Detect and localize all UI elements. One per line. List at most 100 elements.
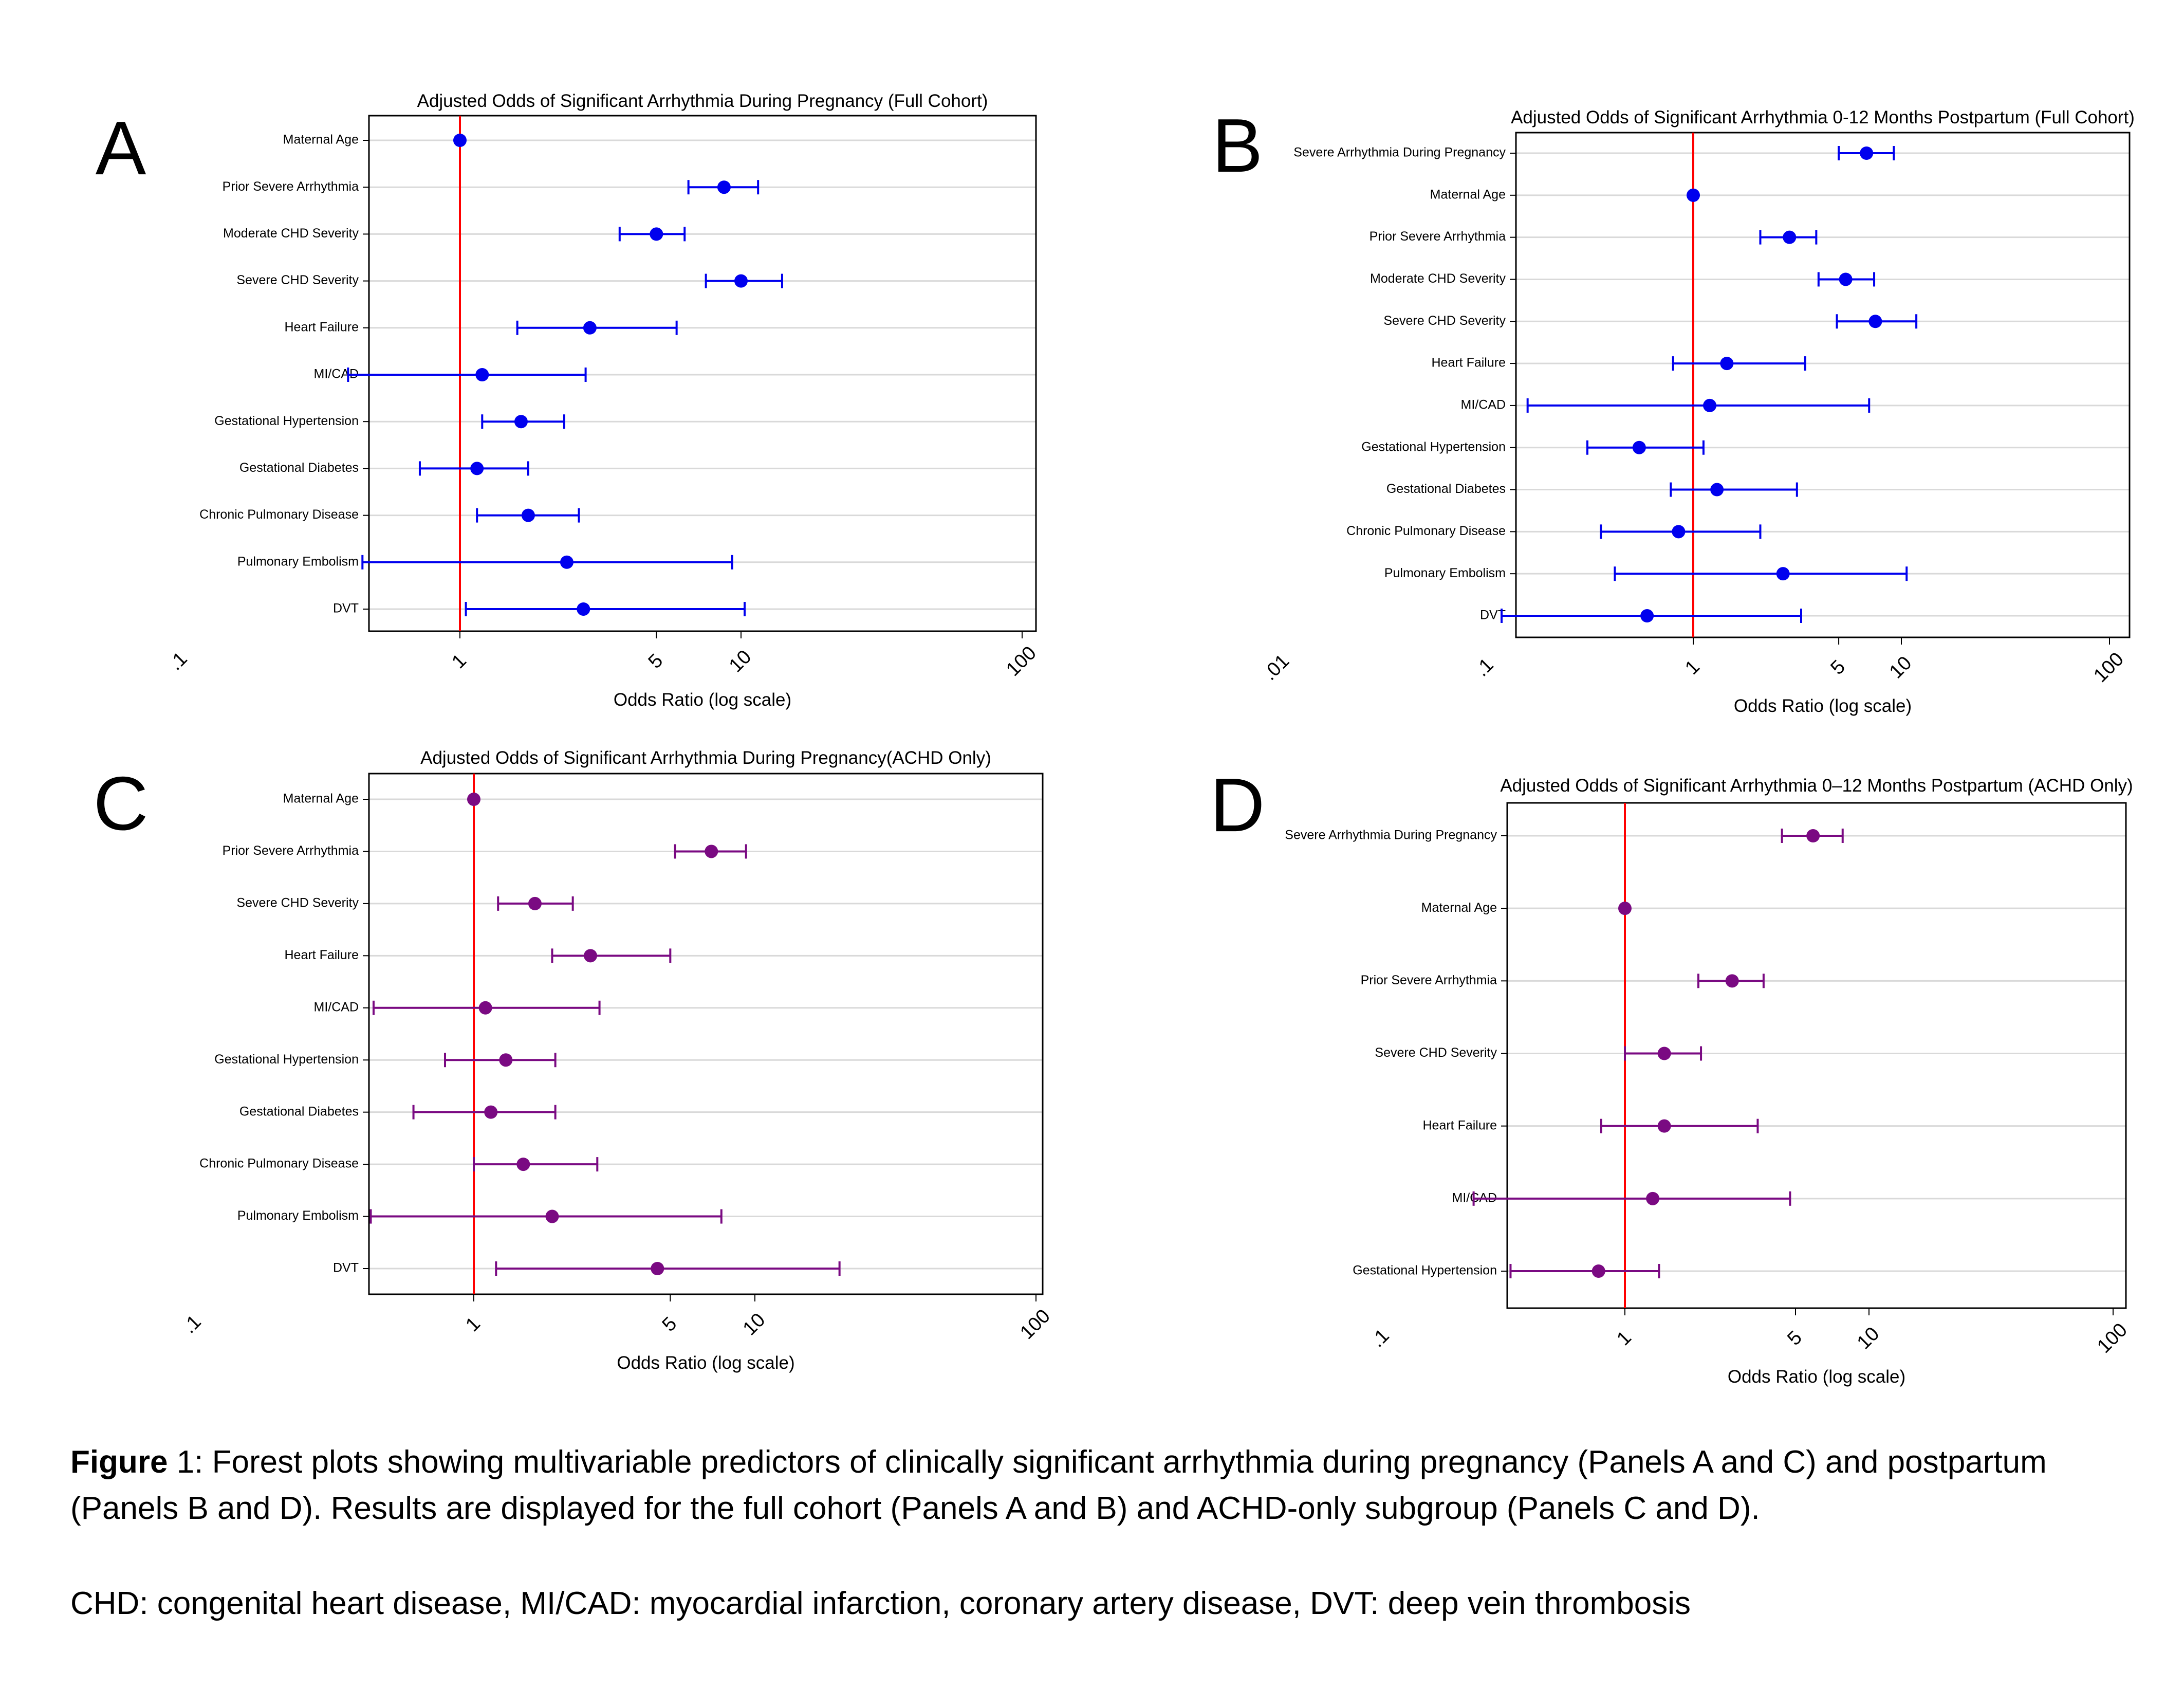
category-label: Heart Failure [1432,356,1506,370]
odds-ratio-point [1783,230,1797,244]
category-label: Prior Severe Arrhythmia [1369,229,1506,244]
odds-ratio-point [453,134,467,147]
category-label: MI/CAD [1461,398,1506,412]
x-tick-label: .1 [179,1311,206,1338]
odds-ratio-point [1657,1047,1671,1060]
category-label: Gestational Hypertension [214,414,359,428]
odds-ratio-point [484,1105,498,1119]
odds-ratio-point [651,1262,664,1275]
odds-ratio-point [650,227,663,241]
category-label: Severe CHD Severity [1375,1045,1497,1060]
odds-ratio-point [734,274,748,288]
chart-title: Adjusted Odds of Significant Arrhythmia … [417,91,988,111]
x-tick-label: .1 [1367,1325,1394,1352]
category-label: Pulmonary Embolism [1384,566,1506,580]
x-tick-label: 100 [2093,1319,2132,1357]
category-label: Heart Failure [285,320,359,334]
plot-frame [1506,802,2127,1309]
x-axis-label: Odds Ratio (log scale) [617,1353,794,1373]
odds-ratio-point [1868,315,1882,328]
odds-ratio-point [514,415,528,429]
x-tick-label: 100 [2089,648,2128,687]
plot-frame [368,773,1044,1295]
category-label: Severe Arrhythmia During Pregnancy [1293,145,1506,160]
odds-ratio-point [1860,146,1874,160]
x-tick-label: 100 [1002,642,1041,681]
category-label: Severe CHD Severity [236,273,359,287]
category-label: Gestational Hypertension [214,1052,359,1067]
category-label: Gestational Hypertension [1353,1263,1497,1278]
x-tick-label: 10 [739,1309,770,1340]
odds-ratio-point [1672,525,1686,539]
odds-ratio-point [1710,483,1724,497]
category-label: Moderate CHD Severity [1370,271,1506,286]
x-tick-label: 5 [1826,656,1849,679]
x-axis-label: Odds Ratio (log scale) [614,690,791,710]
odds-ratio-point [1806,829,1820,842]
category-label: Prior Severe Arrhythmia [223,179,359,194]
panel-label: C [94,761,149,846]
category-label: DVT [333,601,359,616]
chart-title: Adjusted Odds of Significant Arrhythmia … [1511,107,2135,127]
category-label: Gestational Diabetes [1386,482,1506,496]
panel-label: A [96,106,146,191]
category-label: Gestational Hypertension [1361,439,1506,454]
odds-ratio-point [1703,398,1717,412]
x-tick-label: .1 [165,648,192,675]
odds-ratio-point [528,896,542,910]
x-tick-label: 1 [1613,1327,1636,1350]
figure-caption: Figure 1: Forest plots showing multivari… [70,1439,2116,1532]
x-tick-label: 5 [644,650,668,673]
figure: A Adjusted Odds of Significant Arrhythmia… [94,91,2135,1387]
odds-ratio-point [1646,1191,1660,1205]
x-tick-label: 10 [1853,1323,1884,1354]
category-label: Heart Failure [285,948,359,962]
x-tick-label: 1 [461,1313,485,1336]
odds-ratio-point [1687,188,1700,202]
odds-ratio-point [1839,272,1853,286]
category-label: Chronic Pulmonary Disease [1346,524,1506,538]
odds-ratio-point [717,180,731,194]
abbreviations-note: CHD: congenital heart disease, MI/CAD: m… [70,1586,1691,1621]
panel-label: D [1210,763,1265,848]
category-label: DVT [333,1261,359,1275]
category-label: Gestational Diabetes [239,461,359,475]
odds-ratio-point [470,462,484,475]
odds-ratio-point [1618,902,1632,915]
odds-ratio-point [583,321,597,335]
category-label: MI/CAD [314,1000,359,1014]
x-tick-label: .1 [1471,654,1498,681]
category-label: Chronic Pulmonary Disease [199,1157,359,1171]
odds-ratio-point [516,1158,530,1171]
x-tick-label: 1 [448,650,471,673]
category-label: Prior Severe Arrhythmia [1361,973,1497,987]
x-tick-label: 5 [1783,1327,1806,1350]
panel-a: A Adjusted Odds of Significant Arrhythmia… [96,91,1041,710]
odds-ratio-point [583,949,597,963]
odds-ratio-point [1657,1119,1671,1133]
x-tick-label: 5 [658,1313,681,1336]
category-label: Pulmonary Embolism [237,1208,359,1223]
odds-ratio-point [577,602,590,616]
odds-ratio-point [521,508,535,522]
odds-ratio-point [478,1001,492,1015]
x-tick-label: 10 [1885,652,1916,683]
category-label: Maternal Age [1421,901,1497,915]
plot-frame [1515,132,2131,638]
category-label: Maternal Age [1430,187,1506,201]
odds-ratio-point [1632,441,1646,454]
panel-d: D Adjusted Odds of Significant Arrhythmia… [1210,763,2133,1387]
x-tick-label: 10 [725,646,756,677]
odds-ratio-point [1640,609,1654,622]
plot-frame [368,115,1037,632]
category-label: Severe CHD Severity [1383,314,1506,328]
odds-ratio-point [475,368,489,381]
odds-ratio-point [1720,357,1734,371]
odds-ratio-point [499,1053,513,1067]
x-tick-label: 100 [1016,1305,1054,1344]
x-tick-label: .01 [1259,650,1293,685]
category-label: Maternal Age [283,792,359,806]
odds-ratio-point [1776,567,1790,581]
panel-c: C Adjusted Odds of Significant Arrhythmia… [94,748,1054,1373]
category-label: Severe CHD Severity [236,895,359,910]
